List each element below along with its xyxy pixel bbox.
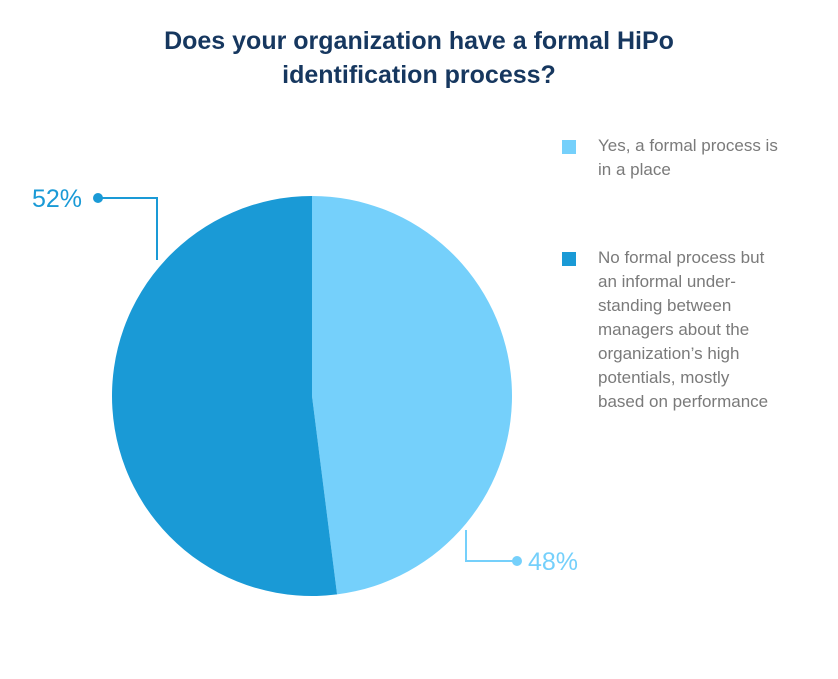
legend-label-no-line-4: managers about the (598, 320, 750, 339)
leader-dot-yes (512, 556, 522, 566)
legend-label-no: No formal process but an informal under-… (598, 246, 808, 414)
legend-label-yes-line-1: Yes, a formal process is (598, 136, 778, 155)
chart-title-line-1: Does your organization have a formal HiP… (164, 27, 674, 55)
leader-line-no (98, 197, 158, 260)
chart-title: Does your organization have a formal HiP… (0, 24, 838, 92)
chart-title-line-2: identification process? (282, 61, 556, 89)
legend-swatch-yes (562, 140, 576, 154)
pie-slice-yes (312, 196, 512, 595)
legend-label-no-line-3: standing between (598, 296, 732, 315)
legend-label-no-line-6: potentials, mostly (598, 368, 730, 387)
legend-label-no-line-7: based on performance (598, 392, 769, 411)
legend-label-yes: Yes, a formal process is in a place (598, 134, 808, 182)
legend-label-no-line-2: an informal under- (598, 272, 736, 291)
leader-line-yes (465, 530, 517, 562)
legend-label-no-line-1: No formal process but (598, 248, 765, 267)
legend-swatch-no (562, 252, 576, 266)
value-label-no: 52% (32, 185, 82, 213)
legend-label-yes-line-2: in a place (598, 160, 671, 179)
pie-slice-no (111, 196, 338, 596)
legend-label-no-line-5: organization’s high (598, 344, 740, 363)
leader-dot-no (93, 193, 103, 203)
value-label-yes: 48% (528, 548, 578, 576)
